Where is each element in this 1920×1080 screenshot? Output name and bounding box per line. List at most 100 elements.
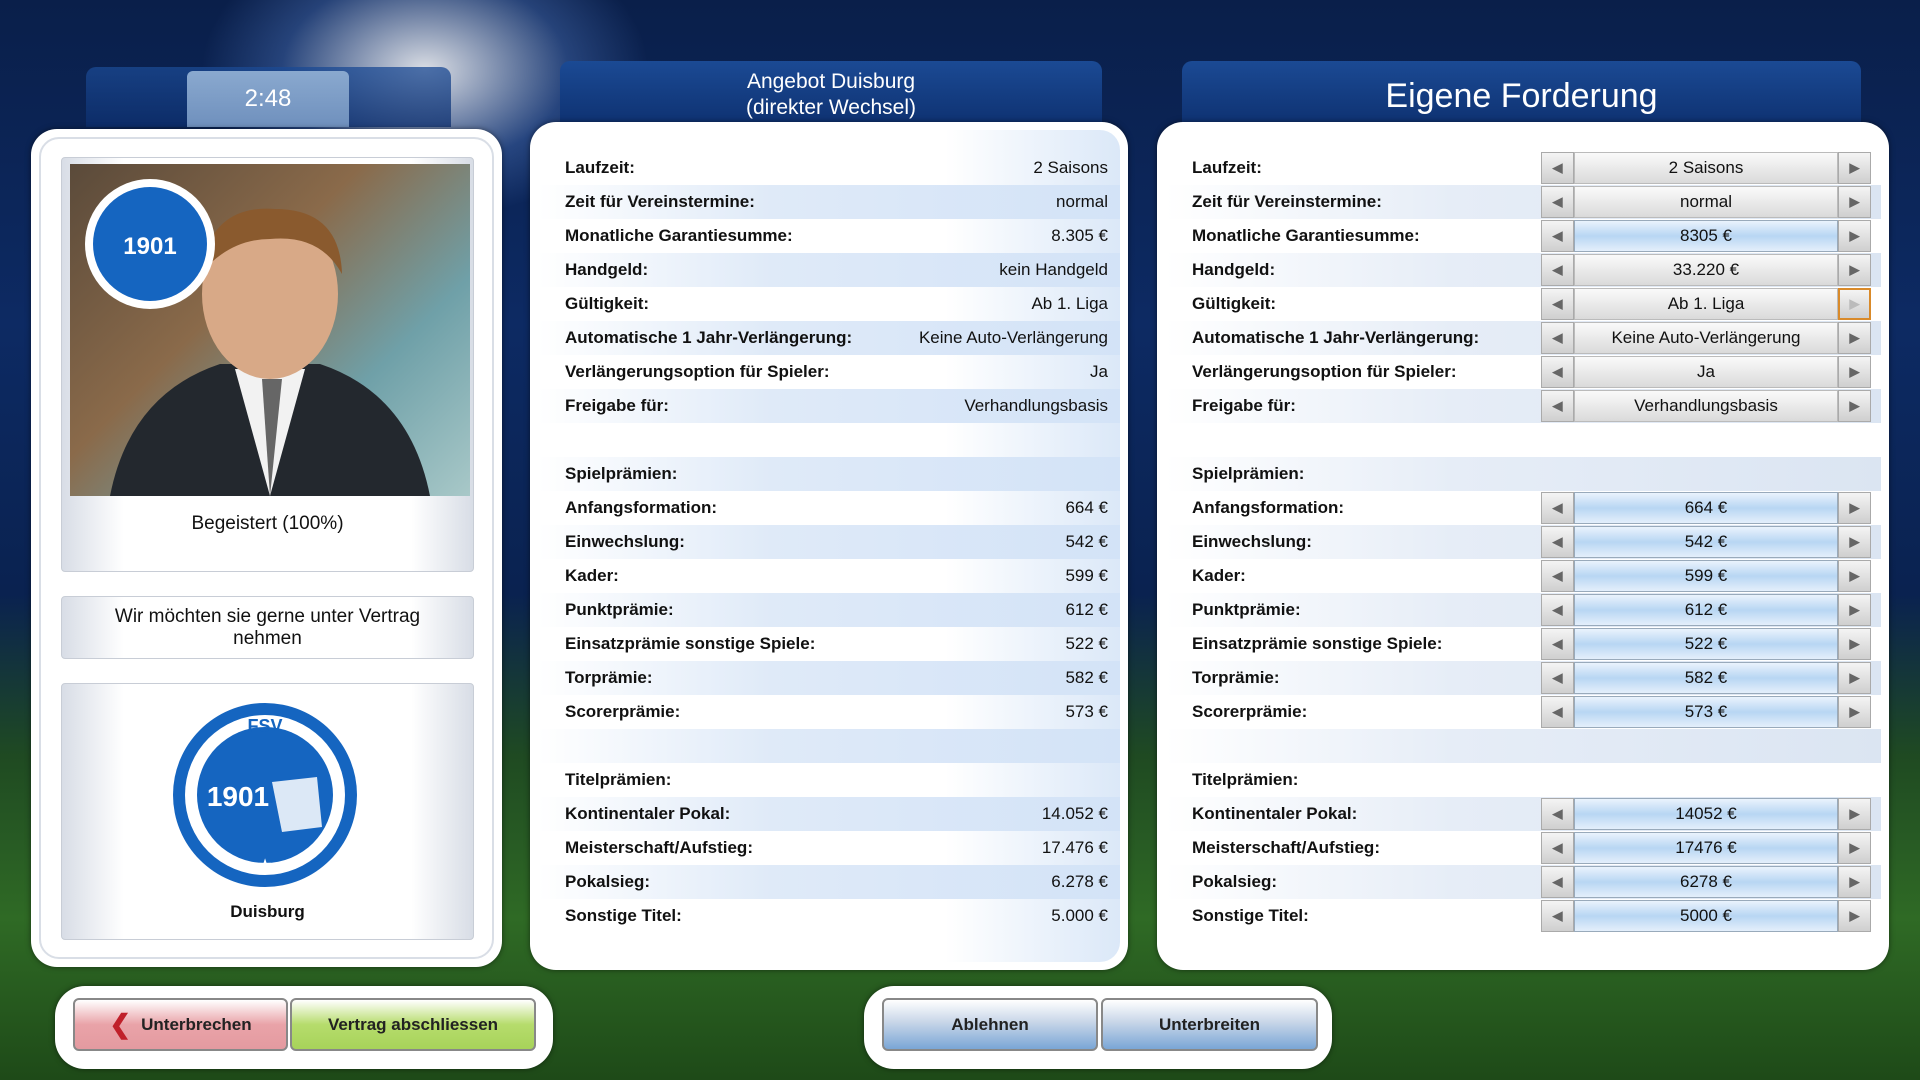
demand-row-label: Zeit für Vereinstermine: xyxy=(1192,192,1382,211)
value-stepper[interactable]: ◀ 664 € ▶ xyxy=(1541,492,1871,524)
offer-row: Gültigkeit: Ab 1. Liga xyxy=(538,287,1120,321)
decrease-arrow-icon[interactable]: ◀ xyxy=(1541,152,1574,184)
increase-arrow-icon[interactable]: ▶ xyxy=(1838,492,1871,524)
demand-row: Titelprämien: xyxy=(1165,763,1881,797)
increase-arrow-icon[interactable]: ▶ xyxy=(1838,152,1871,184)
decrease-arrow-icon[interactable]: ◀ xyxy=(1541,526,1574,558)
increase-arrow-icon[interactable]: ▶ xyxy=(1838,356,1871,388)
value-stepper[interactable]: ◀ 8305 € ▶ xyxy=(1541,220,1871,252)
reject-button[interactable]: Ablehnen xyxy=(882,998,1098,1051)
increase-arrow-icon[interactable]: ▶ xyxy=(1838,866,1871,898)
value-stepper[interactable]: ◀ 33.220 € ▶ xyxy=(1541,254,1871,286)
offer-row-label: Anfangsformation: xyxy=(565,498,718,517)
stepper-value: Verhandlungsbasis xyxy=(1574,390,1838,422)
offer-row-label: Titelprämien: xyxy=(565,770,672,789)
value-stepper[interactable]: ◀ Ab 1. Liga ▶ xyxy=(1541,288,1871,320)
decrease-arrow-icon[interactable]: ◀ xyxy=(1541,696,1574,728)
value-stepper[interactable]: ◀ 599 € ▶ xyxy=(1541,560,1871,592)
decrease-arrow-icon[interactable]: ◀ xyxy=(1541,594,1574,626)
offer-row: Laufzeit: 2 Saisons xyxy=(538,151,1120,185)
demand-row-label: Kader: xyxy=(1192,566,1246,585)
increase-arrow-icon[interactable]: ▶ xyxy=(1838,186,1871,218)
stepper-value: 8305 € xyxy=(1574,220,1838,252)
stepper-value: 573 € xyxy=(1574,696,1838,728)
value-stepper[interactable]: ◀ 6278 € ▶ xyxy=(1541,866,1871,898)
offer-row: Punktprämie: 612 € xyxy=(538,593,1120,627)
decrease-arrow-icon[interactable]: ◀ xyxy=(1541,390,1574,422)
demand-row: Spielprämien: xyxy=(1165,457,1881,491)
decrease-arrow-icon[interactable]: ◀ xyxy=(1541,492,1574,524)
value-stepper[interactable]: ◀ 522 € ▶ xyxy=(1541,628,1871,660)
decrease-arrow-icon[interactable]: ◀ xyxy=(1541,662,1574,694)
value-stepper[interactable]: ◀ 612 € ▶ xyxy=(1541,594,1871,626)
increase-arrow-icon[interactable]: ▶ xyxy=(1838,322,1871,354)
offer-row-value: 5.000 € xyxy=(1051,906,1108,925)
increase-arrow-icon[interactable]: ▶ xyxy=(1838,628,1871,660)
value-stepper[interactable]: ◀ 582 € ▶ xyxy=(1541,662,1871,694)
offer-row-label: Punktprämie: xyxy=(565,600,674,619)
demand-row: Handgeld: ◀ 33.220 € ▶ xyxy=(1165,253,1881,287)
offer-row-value: kein Handgeld xyxy=(999,260,1108,279)
decrease-arrow-icon[interactable]: ◀ xyxy=(1541,254,1574,286)
increase-arrow-icon[interactable]: ▶ xyxy=(1838,696,1871,728)
demand-header: Eigene Forderung xyxy=(1182,61,1861,131)
club-name: Duisburg xyxy=(230,902,305,921)
increase-arrow-icon[interactable]: ▶ xyxy=(1838,594,1871,626)
value-stepper[interactable]: ◀ 573 € ▶ xyxy=(1541,696,1871,728)
stepper-value: 33.220 € xyxy=(1574,254,1838,286)
increase-arrow-icon[interactable]: ▶ xyxy=(1838,560,1871,592)
increase-arrow-icon[interactable]: ▶ xyxy=(1838,832,1871,864)
decrease-arrow-icon[interactable]: ◀ xyxy=(1541,288,1574,320)
value-stepper[interactable]: ◀ Ja ▶ xyxy=(1541,356,1871,388)
increase-arrow-icon[interactable]: ▶ xyxy=(1838,900,1871,932)
value-stepper[interactable]: ◀ Keine Auto-Verlängerung ▶ xyxy=(1541,322,1871,354)
demand-row xyxy=(1165,423,1881,457)
decrease-arrow-icon[interactable]: ◀ xyxy=(1541,322,1574,354)
decrease-arrow-icon[interactable]: ◀ xyxy=(1541,798,1574,830)
demand-row: Automatische 1 Jahr-Verlängerung: ◀ Keine … xyxy=(1165,321,1881,355)
cancel-button[interactable]: ❮ Unterbrechen xyxy=(73,998,288,1051)
increase-arrow-icon[interactable]: ▶ xyxy=(1838,798,1871,830)
demand-row-label: Gültigkeit: xyxy=(1192,294,1277,313)
offer-row: Titelprämien: xyxy=(538,763,1120,797)
increase-arrow-icon[interactable]: ▶ xyxy=(1838,220,1871,252)
demand-row-label: Pokalsieg: xyxy=(1192,872,1278,891)
decrease-arrow-icon[interactable]: ◀ xyxy=(1541,900,1574,932)
decrease-arrow-icon[interactable]: ◀ xyxy=(1541,832,1574,864)
decrease-arrow-icon[interactable]: ◀ xyxy=(1541,560,1574,592)
decrease-arrow-icon[interactable]: ◀ xyxy=(1541,866,1574,898)
value-stepper[interactable]: ◀ 5000 € ▶ xyxy=(1541,900,1871,932)
offer-row: Einsatzprämie sonstige Spiele: 522 € xyxy=(538,627,1120,661)
decrease-arrow-icon[interactable]: ◀ xyxy=(1541,186,1574,218)
increase-arrow-icon[interactable]: ▶ xyxy=(1838,288,1871,320)
value-stepper[interactable]: ◀ Verhandlungsbasis ▶ xyxy=(1541,390,1871,422)
increase-arrow-icon[interactable]: ▶ xyxy=(1838,254,1871,286)
decrease-arrow-icon[interactable]: ◀ xyxy=(1541,220,1574,252)
value-stepper[interactable]: ◀ 2 Saisons ▶ xyxy=(1541,152,1871,184)
increase-arrow-icon[interactable]: ▶ xyxy=(1838,662,1871,694)
submit-button[interactable]: Unterbreiten xyxy=(1101,998,1318,1051)
sign-contract-button[interactable]: Vertrag abschliessen xyxy=(290,998,536,1051)
offer-row: Scorerprämie: 573 € xyxy=(538,695,1120,729)
offer-row-label: Spielprämien: xyxy=(565,464,678,483)
decrease-arrow-icon[interactable]: ◀ xyxy=(1541,628,1574,660)
decrease-arrow-icon[interactable]: ◀ xyxy=(1541,356,1574,388)
increase-arrow-icon[interactable]: ▶ xyxy=(1838,526,1871,558)
increase-arrow-icon[interactable]: ▶ xyxy=(1838,390,1871,422)
value-stepper[interactable]: ◀ 542 € ▶ xyxy=(1541,526,1871,558)
value-stepper[interactable]: ◀ 17476 € ▶ xyxy=(1541,832,1871,864)
demand-row-label: Laufzeit: xyxy=(1192,158,1262,177)
value-stepper[interactable]: ◀ normal ▶ xyxy=(1541,186,1871,218)
offer-row-value: Ja xyxy=(1090,362,1108,381)
demand-row xyxy=(1165,729,1881,763)
offer-row: Freigabe für: Verhandlungsbasis xyxy=(538,389,1120,423)
demand-row-label: Kontinentaler Pokal: xyxy=(1192,804,1358,823)
offer-row-value: Verhandlungsbasis xyxy=(964,396,1108,415)
value-stepper[interactable]: ◀ 14052 € ▶ xyxy=(1541,798,1871,830)
stepper-value: 542 € xyxy=(1574,526,1838,558)
offer-row: Monatliche Garantiesumme: 8.305 € xyxy=(538,219,1120,253)
offer-row: Pokalsieg: 6.278 € xyxy=(538,865,1120,899)
offer-row-label: Verlängerungsoption für Spieler: xyxy=(565,362,830,381)
offer-row xyxy=(538,423,1120,457)
demand-row: Freigabe für: ◀ Verhandlungsbasis ▶ xyxy=(1165,389,1881,423)
